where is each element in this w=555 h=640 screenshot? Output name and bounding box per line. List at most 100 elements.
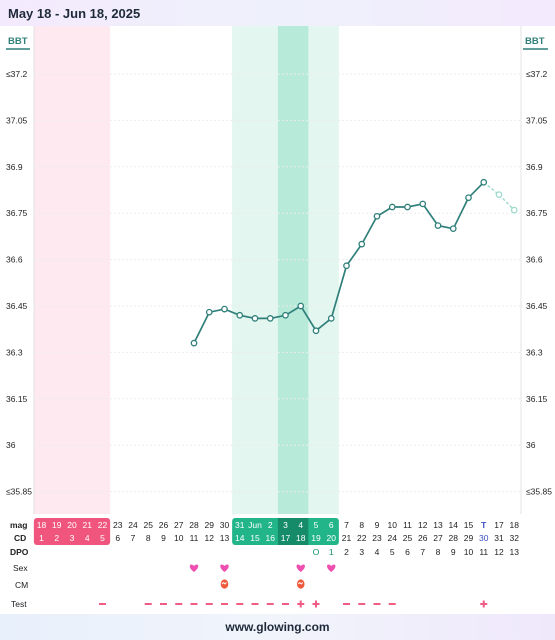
predicted-temperature-point[interactable] <box>510 206 518 214</box>
mag-day-label: 8 <box>359 520 364 530</box>
y-tick-label-left: ≤35.85 <box>6 487 32 497</box>
dpo-label: 7 <box>420 547 425 557</box>
cycle-day-label: 31 <box>494 533 504 543</box>
y-tick-label-right: 36.15 <box>526 394 548 404</box>
y-tick-label-right: 36.45 <box>526 301 548 311</box>
predicted-temperature-line <box>483 181 515 211</box>
mag-day-label: 21 <box>83 520 93 530</box>
temperature-point[interactable] <box>327 315 335 322</box>
mag-day-label: 14 <box>449 520 459 530</box>
cycle-day-label: 12 <box>205 533 215 543</box>
cycle-day-label: 6 <box>115 533 120 543</box>
day-cells[interactable]: 1811922032142252362472582692710281129123… <box>33 518 519 608</box>
temperature-point[interactable] <box>297 302 305 310</box>
y-tick-label-left: 36 <box>6 440 16 450</box>
temperature-point[interactable] <box>373 212 381 220</box>
mag-day-label: 28 <box>189 520 199 530</box>
mag-day-label: 31 <box>235 520 245 530</box>
bbt-axis-label-right: BBT <box>525 36 545 47</box>
cycle-day-label: 16 <box>266 533 276 543</box>
dpo-label: 11 <box>479 547 488 557</box>
cycle-day-label: 30 <box>479 533 489 543</box>
cycle-day-label: 23 <box>372 533 382 543</box>
temperature-point[interactable] <box>388 203 396 211</box>
temperature-point[interactable] <box>434 222 442 229</box>
mag-day-label: 5 <box>314 520 319 530</box>
mag-day-label: 24 <box>128 520 138 530</box>
y-tick-label-right: 36.9 <box>526 162 543 172</box>
temperature-point[interactable] <box>480 178 488 186</box>
period-band <box>33 26 111 514</box>
mag-day-label: 22 <box>98 520 108 530</box>
dpo-label: 8 <box>436 547 441 557</box>
mag-day-label: 18 <box>37 520 47 530</box>
cycle-day-label: 19 <box>311 533 321 543</box>
dpo-label: 12 <box>494 547 504 557</box>
dpo-label: 10 <box>464 547 474 557</box>
today-marker: T <box>481 520 487 530</box>
mag-day-label: 7 <box>344 520 349 530</box>
mag-day-label: 23 <box>113 520 123 530</box>
mag-day-label: 11 <box>403 520 412 530</box>
cycle-day-label: 29 <box>464 533 474 543</box>
cycle-day-label: 18 <box>296 533 306 543</box>
heart-icon <box>296 564 305 572</box>
y-tick-label-left: ≤37.2 <box>6 69 27 79</box>
peak-cell-group <box>277 518 309 545</box>
cycle-day-label: 15 <box>250 533 260 543</box>
mag-day-label: 19 <box>52 520 62 530</box>
egg-crack-icon <box>297 581 304 585</box>
mag-day-label: 3 <box>283 520 288 530</box>
temperature-point[interactable] <box>343 262 350 270</box>
bbt-chart[interactable]: BBT BBT ≤37.2 ≤37.2 37.05 37.05 36.9 36.9 36.7… <box>0 26 555 614</box>
cycle-day-label: 13 <box>220 533 230 543</box>
temperature-point[interactable] <box>236 311 244 319</box>
mag-day-label: Jun <box>248 520 262 530</box>
mag-day-label: 15 <box>464 520 474 530</box>
temperature-point[interactable] <box>449 225 457 233</box>
temperature-point[interactable] <box>190 339 198 347</box>
cycle-day-label: 11 <box>190 533 199 543</box>
temperature-point[interactable] <box>419 200 427 208</box>
y-tick-label-right: 36.3 <box>526 347 543 357</box>
dpo-label: 6 <box>405 547 410 557</box>
y-tick-label-left: 36.9 <box>6 162 23 172</box>
mag-day-label: 6 <box>329 520 334 530</box>
mag-day-label: 30 <box>220 520 230 530</box>
cycle-day-label: 24 <box>388 533 398 543</box>
egg-crack-icon <box>221 581 227 585</box>
cycle-day-label: 8 <box>146 533 151 543</box>
cycle-day-label: 26 <box>418 533 428 543</box>
heart-icon <box>220 564 229 572</box>
mag-day-label: 12 <box>418 520 428 530</box>
mag-day-label: 9 <box>375 520 380 530</box>
mag-day-label: 13 <box>433 520 443 530</box>
temperature-point[interactable] <box>266 315 274 322</box>
temperature-points[interactable] <box>190 178 518 347</box>
dpo-label: 4 <box>375 547 380 557</box>
predicted-temperature-point[interactable] <box>495 191 503 198</box>
temperature-point[interactable] <box>465 194 472 202</box>
temperature-point[interactable] <box>205 308 213 316</box>
y-tick-label-left: 37.05 <box>6 115 28 125</box>
peak-band <box>277 26 309 514</box>
cycle-rows: mag CD DPO Sex CM Test <box>10 520 29 609</box>
cycle-day-label: 14 <box>235 533 245 543</box>
temperature-point[interactable] <box>282 311 289 319</box>
row-label-cm: CM <box>15 580 28 590</box>
temperature-point[interactable] <box>312 327 320 335</box>
temperature-point[interactable] <box>221 305 228 313</box>
temperature-point[interactable] <box>404 203 411 211</box>
temperature-point[interactable] <box>251 315 259 322</box>
y-tick-label-right: ≤37.2 <box>526 69 547 79</box>
temperature-gridlines <box>33 26 522 514</box>
bbt-axis-label-left: BBT <box>8 36 28 47</box>
cycle-phase-bands <box>33 26 339 514</box>
y-tick-label-right: 37.05 <box>526 115 548 125</box>
cycle-day-label: 9 <box>161 533 166 543</box>
dpo-label: 9 <box>451 547 456 557</box>
mag-day-label: 10 <box>388 520 398 530</box>
y-tick-label-right: 36.6 <box>526 255 543 265</box>
chart-header: May 18 - Jun 18, 2025 <box>0 0 555 26</box>
temperature-point[interactable] <box>358 240 366 248</box>
